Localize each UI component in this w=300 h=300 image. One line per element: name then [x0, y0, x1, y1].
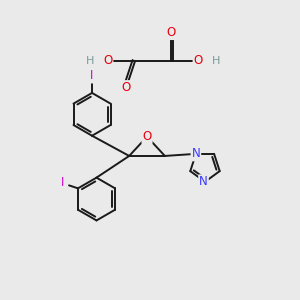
Text: H: H [212, 56, 220, 66]
Text: N: N [199, 175, 208, 188]
Text: I: I [90, 70, 94, 83]
Text: H: H [86, 56, 94, 66]
Text: I: I [61, 176, 64, 189]
Text: O: O [142, 130, 152, 143]
Text: O: O [103, 54, 112, 67]
Text: N: N [191, 147, 200, 160]
Text: O: O [194, 54, 203, 67]
Text: O: O [166, 26, 176, 39]
Text: O: O [122, 81, 131, 94]
